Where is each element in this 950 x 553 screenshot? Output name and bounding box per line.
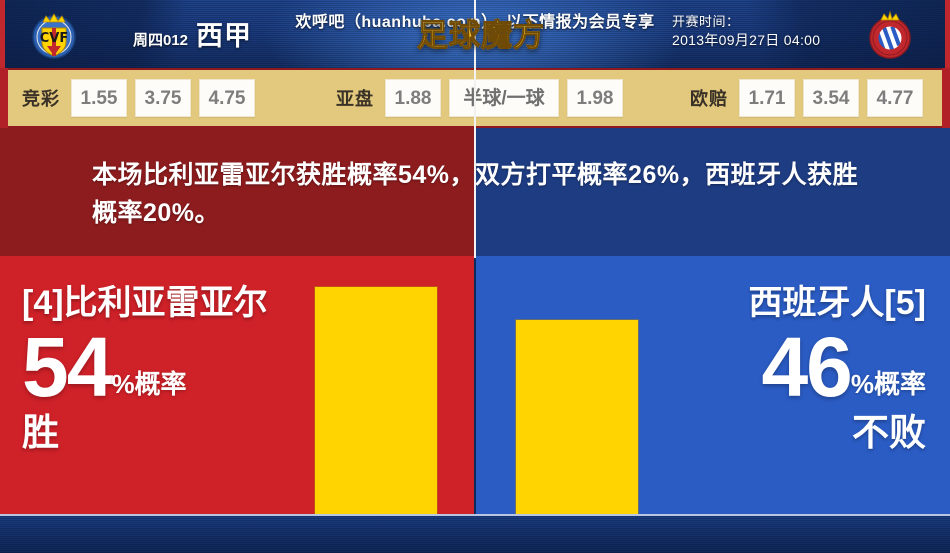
header-left-red-edge — [0, 0, 5, 68]
rcd-espanyol-crest — [862, 6, 918, 62]
footer-bar — [0, 514, 950, 553]
home-percent-row: 54 %概率 — [22, 320, 268, 414]
odds-group-yapan: 亚盘 1.88 半球/一球 1.98 — [336, 79, 623, 117]
kickoff-label: 开赛时间： — [672, 14, 740, 29]
odds-group-label: 竞彩 — [22, 89, 60, 109]
brand-logo: 足球魔方 — [417, 10, 545, 55]
svg-text:CVF: CVF — [40, 31, 68, 46]
kickoff-value: 2013年09月27日 04:00 — [672, 32, 821, 48]
odds-cell-draw[interactable]: 3.54 — [803, 79, 859, 117]
away-team-block: 西班牙人[5] 46 %概率 不败 — [748, 283, 926, 455]
odds-cell-away[interactable]: 4.75 — [199, 79, 255, 117]
home-percent-suffix: %概率 — [111, 369, 187, 399]
header-right-red-edge — [945, 0, 950, 68]
odds-cell-handicap[interactable]: 半球/一球 — [449, 79, 559, 117]
odds-cell-away[interactable]: 4.77 — [867, 79, 923, 117]
odds-group-label: 欧赔 — [690, 89, 728, 109]
home-outcome-label: 胜 — [22, 412, 59, 453]
away-percent-suffix: %概率 — [850, 369, 926, 399]
home-team-block: [4]比利亚雷亚尔 54 %概率 胜 — [22, 283, 268, 455]
brand-logo-text: 足球魔方 — [417, 18, 545, 54]
footer-top-rule — [0, 514, 950, 516]
panel-center-divider — [474, 0, 476, 258]
league-name: 西甲 — [196, 21, 253, 51]
home-percent-value: 54 — [22, 320, 113, 414]
away-probability-bar — [516, 320, 638, 514]
villarreal-cf-crest: CVF — [26, 6, 82, 62]
odds-group-label: 亚盘 — [336, 89, 374, 109]
header-bar: CVF 周四012 西甲 — [0, 0, 950, 68]
away-team-name: 西班牙人[5] — [748, 284, 926, 322]
odds-bar-right-edge — [942, 68, 950, 128]
odds-group-oupei: 欧赔 1.71 3.54 4.77 — [690, 79, 923, 117]
away-percent-row: 46 %概率 — [748, 320, 926, 414]
summary-left-half — [0, 128, 475, 256]
home-team-name: [4]比利亚雷亚尔 — [22, 284, 268, 322]
odds-cell-draw[interactable]: 3.75 — [135, 79, 191, 117]
summary-text: 本场比利亚雷亚尔获胜概率54%，双方打平概率26%，西班牙人获胜概率20%。 — [92, 161, 859, 227]
odds-cell-home[interactable]: 1.55 — [71, 79, 127, 117]
odds-cell-home[interactable]: 1.88 — [385, 79, 441, 117]
summary-banner — [0, 128, 950, 256]
away-outcome-label: 不败 — [852, 412, 926, 453]
kickoff-time-block: 开赛时间： 2013年09月27日 04:00 — [672, 12, 820, 50]
odds-bar-left-edge — [0, 68, 8, 128]
away-percent-value: 46 — [761, 320, 852, 414]
odds-group-jingcai: 竞彩 1.55 3.75 4.75 — [22, 79, 255, 117]
summary-right-half — [475, 128, 950, 256]
match-number: 周四012 — [133, 32, 189, 49]
footer-text: 欢呼吧（huanhuba.com），以下情报为会员专享 — [0, 0, 950, 39]
odds-cell-away[interactable]: 1.98 — [567, 79, 623, 117]
odds-cell-home[interactable]: 1.71 — [739, 79, 795, 117]
match-meta: 周四012 西甲 — [133, 14, 252, 53]
home-probability-bar — [315, 287, 437, 514]
